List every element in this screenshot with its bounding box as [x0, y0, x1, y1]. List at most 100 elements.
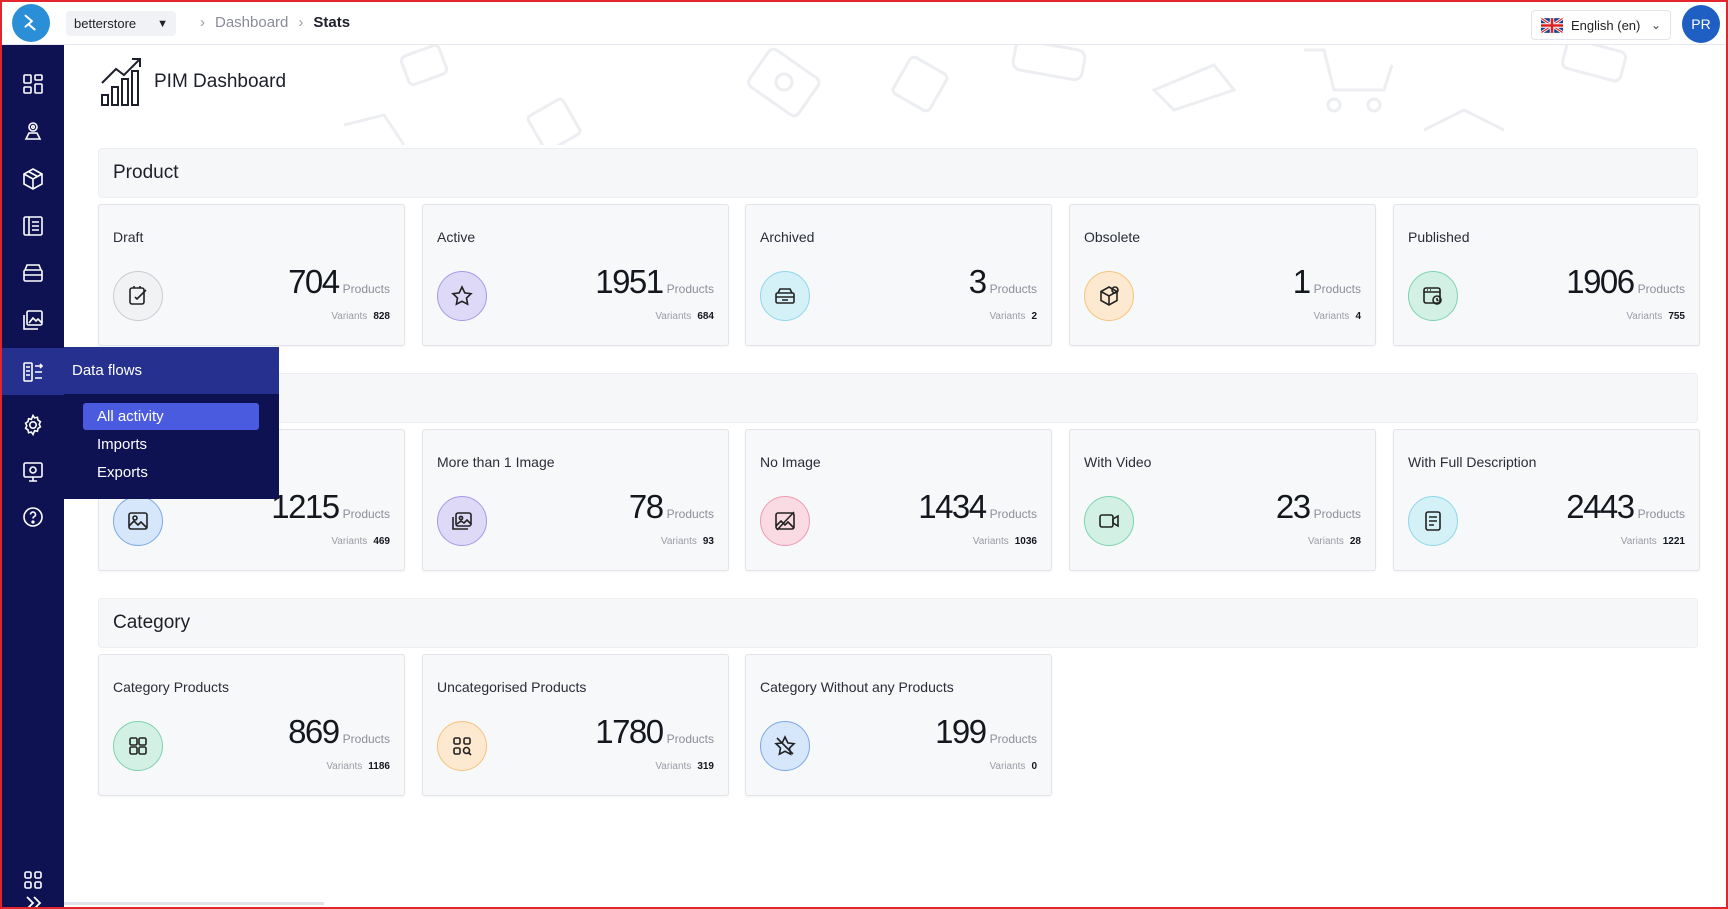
sidebar-item-data-flows[interactable]: [2, 348, 64, 395]
count-unit: Products: [342, 507, 390, 521]
product-count: 2443: [1566, 488, 1635, 525]
breadcrumb-dashboard[interactable]: Dashboard: [215, 14, 289, 31]
variants-label: Variants: [655, 311, 692, 322]
media-icon: [23, 310, 43, 330]
product-count: 3: [968, 263, 987, 300]
horizontal-scrollbar[interactable]: [64, 902, 324, 905]
archive-box-icon: [775, 288, 795, 304]
app-logo[interactable]: [12, 4, 50, 42]
sidebar-item-media[interactable]: [2, 297, 64, 343]
language-select[interactable]: English (en) ⌄: [1531, 10, 1671, 40]
chart-growth-icon: [101, 58, 141, 106]
count-unit: Products: [1637, 507, 1685, 521]
variants-label: Variants: [1313, 311, 1350, 322]
chevron-down-icon: ▼: [157, 17, 168, 30]
variants-count: 4: [1355, 311, 1361, 322]
stat-card-obsolete[interactable]: Obsolete 1 Products Variants 4: [1069, 204, 1376, 346]
video-icon: [1099, 514, 1119, 528]
card-label: No Image: [760, 454, 821, 470]
variants-count: 93: [702, 536, 714, 547]
star-slash-icon: [774, 735, 796, 756]
stat-card-no-image[interactable]: No Image 1434 Products Variants 1036: [745, 429, 1052, 571]
sidebar-item-catalog[interactable]: [2, 108, 64, 154]
breadcrumb-current: Stats: [313, 14, 351, 31]
sidebar-expand[interactable]: [2, 893, 64, 909]
apps-icon: [24, 871, 42, 889]
language-label: English (en): [1571, 17, 1641, 33]
stat-card-category-products[interactable]: Category Products 869 Products Variants 11…: [98, 654, 405, 796]
count-unit: Products: [342, 732, 390, 746]
star-icon: [451, 285, 473, 306]
section-product: Product: [98, 148, 1698, 198]
card-icon-circle: [1408, 496, 1458, 546]
variants-count: 1036: [1014, 536, 1037, 547]
variants-count: 1221: [1662, 536, 1685, 547]
sidebar-item-dashboard[interactable]: [2, 61, 64, 107]
avatar[interactable]: PR: [1682, 5, 1720, 43]
product-count: 23: [1275, 488, 1311, 525]
card-icon-circle: [760, 496, 810, 546]
variants-label: Variants: [326, 761, 363, 772]
count-unit: Products: [1313, 282, 1361, 296]
count-unit: Products: [666, 507, 714, 521]
card-icon-circle: [1084, 496, 1134, 546]
obsolete-box-icon: [1100, 286, 1119, 306]
variants-count: 828: [373, 311, 390, 322]
sidebar: [2, 45, 64, 909]
flyout-item-all-activity[interactable]: All activity: [83, 403, 259, 430]
top-bar: betterstore ▼ › Dashboard › Stats Englis…: [0, 0, 1728, 45]
grid-icon: [129, 737, 147, 755]
sidebar-item-monitor[interactable]: [2, 449, 64, 495]
chevron-right-icon: ›: [298, 14, 304, 31]
images-icon: [452, 512, 472, 530]
product-box-icon: [23, 168, 43, 190]
sidebar-item-archive[interactable]: [2, 250, 64, 296]
sidebar-item-help[interactable]: [2, 494, 64, 540]
variants-label: Variants: [660, 536, 697, 547]
stat-card-active[interactable]: Active 1951 Products Variants 684: [422, 204, 729, 346]
card-icon-circle: [113, 271, 163, 321]
flyout-item-imports[interactable]: Imports: [97, 436, 148, 453]
card-label: Draft: [113, 229, 144, 245]
sidebar-item-lists[interactable]: [2, 203, 64, 249]
store-select-value: betterstore: [74, 16, 137, 31]
stat-card-archived[interactable]: Archived 3 Products Variants 2: [745, 204, 1052, 346]
description-icon: [1425, 511, 1441, 531]
monitor-icon: [23, 462, 43, 482]
variants-count: 1186: [368, 761, 390, 772]
card-label: Category Products: [113, 679, 229, 695]
variants-count: 319: [697, 761, 714, 772]
stat-card-with-video[interactable]: With Video 23 Products Variants 28: [1069, 429, 1376, 571]
sidebar-item-products[interactable]: [2, 156, 64, 202]
variants-label: Variants: [331, 311, 368, 322]
stat-card-full-description[interactable]: With Full Description 2443 Products Varia…: [1393, 429, 1700, 571]
count-unit: Products: [1313, 507, 1361, 521]
stat-card-published[interactable]: Published 1906 Products Variants 755: [1393, 204, 1700, 346]
stat-card-uncategorised-products[interactable]: Uncategorised Products 1780 Products Vari…: [422, 654, 729, 796]
flyout-title[interactable]: Data flows: [64, 347, 279, 394]
product-count: 199: [935, 713, 987, 750]
sidebar-item-apps[interactable]: [2, 857, 64, 903]
page-header: PIM Dashboard: [100, 57, 286, 107]
variants-label: Variants: [1307, 536, 1344, 547]
store-select[interactable]: betterstore ▼: [66, 11, 176, 36]
card-icon-circle: [760, 721, 810, 771]
list-icon: [23, 216, 43, 236]
variants-count: 684: [697, 311, 714, 322]
flyout-item-exports[interactable]: Exports: [97, 464, 148, 481]
sidebar-item-settings[interactable]: [2, 402, 64, 448]
page-title: PIM Dashboard: [154, 71, 287, 92]
product-count: 1906: [1566, 263, 1635, 300]
product-count: 1434: [918, 488, 987, 525]
uk-flag-icon: [1541, 17, 1563, 33]
count-unit: Products: [666, 732, 714, 746]
card-label: With Full Description: [1408, 454, 1537, 470]
chevron-right-icon: ›: [200, 14, 205, 31]
image-icon: [128, 512, 148, 530]
stat-card-draft[interactable]: Draft 704 Products Variants 828: [98, 204, 405, 346]
stat-card-more-than-1-image[interactable]: More than 1 Image 78 Products Variants 93: [422, 429, 729, 571]
stat-card-category-without-products[interactable]: Category Without any Products 199 Product…: [745, 654, 1052, 796]
product-count: 1215: [271, 488, 340, 525]
count-unit: Products: [666, 282, 714, 296]
variants-label: Variants: [989, 311, 1026, 322]
